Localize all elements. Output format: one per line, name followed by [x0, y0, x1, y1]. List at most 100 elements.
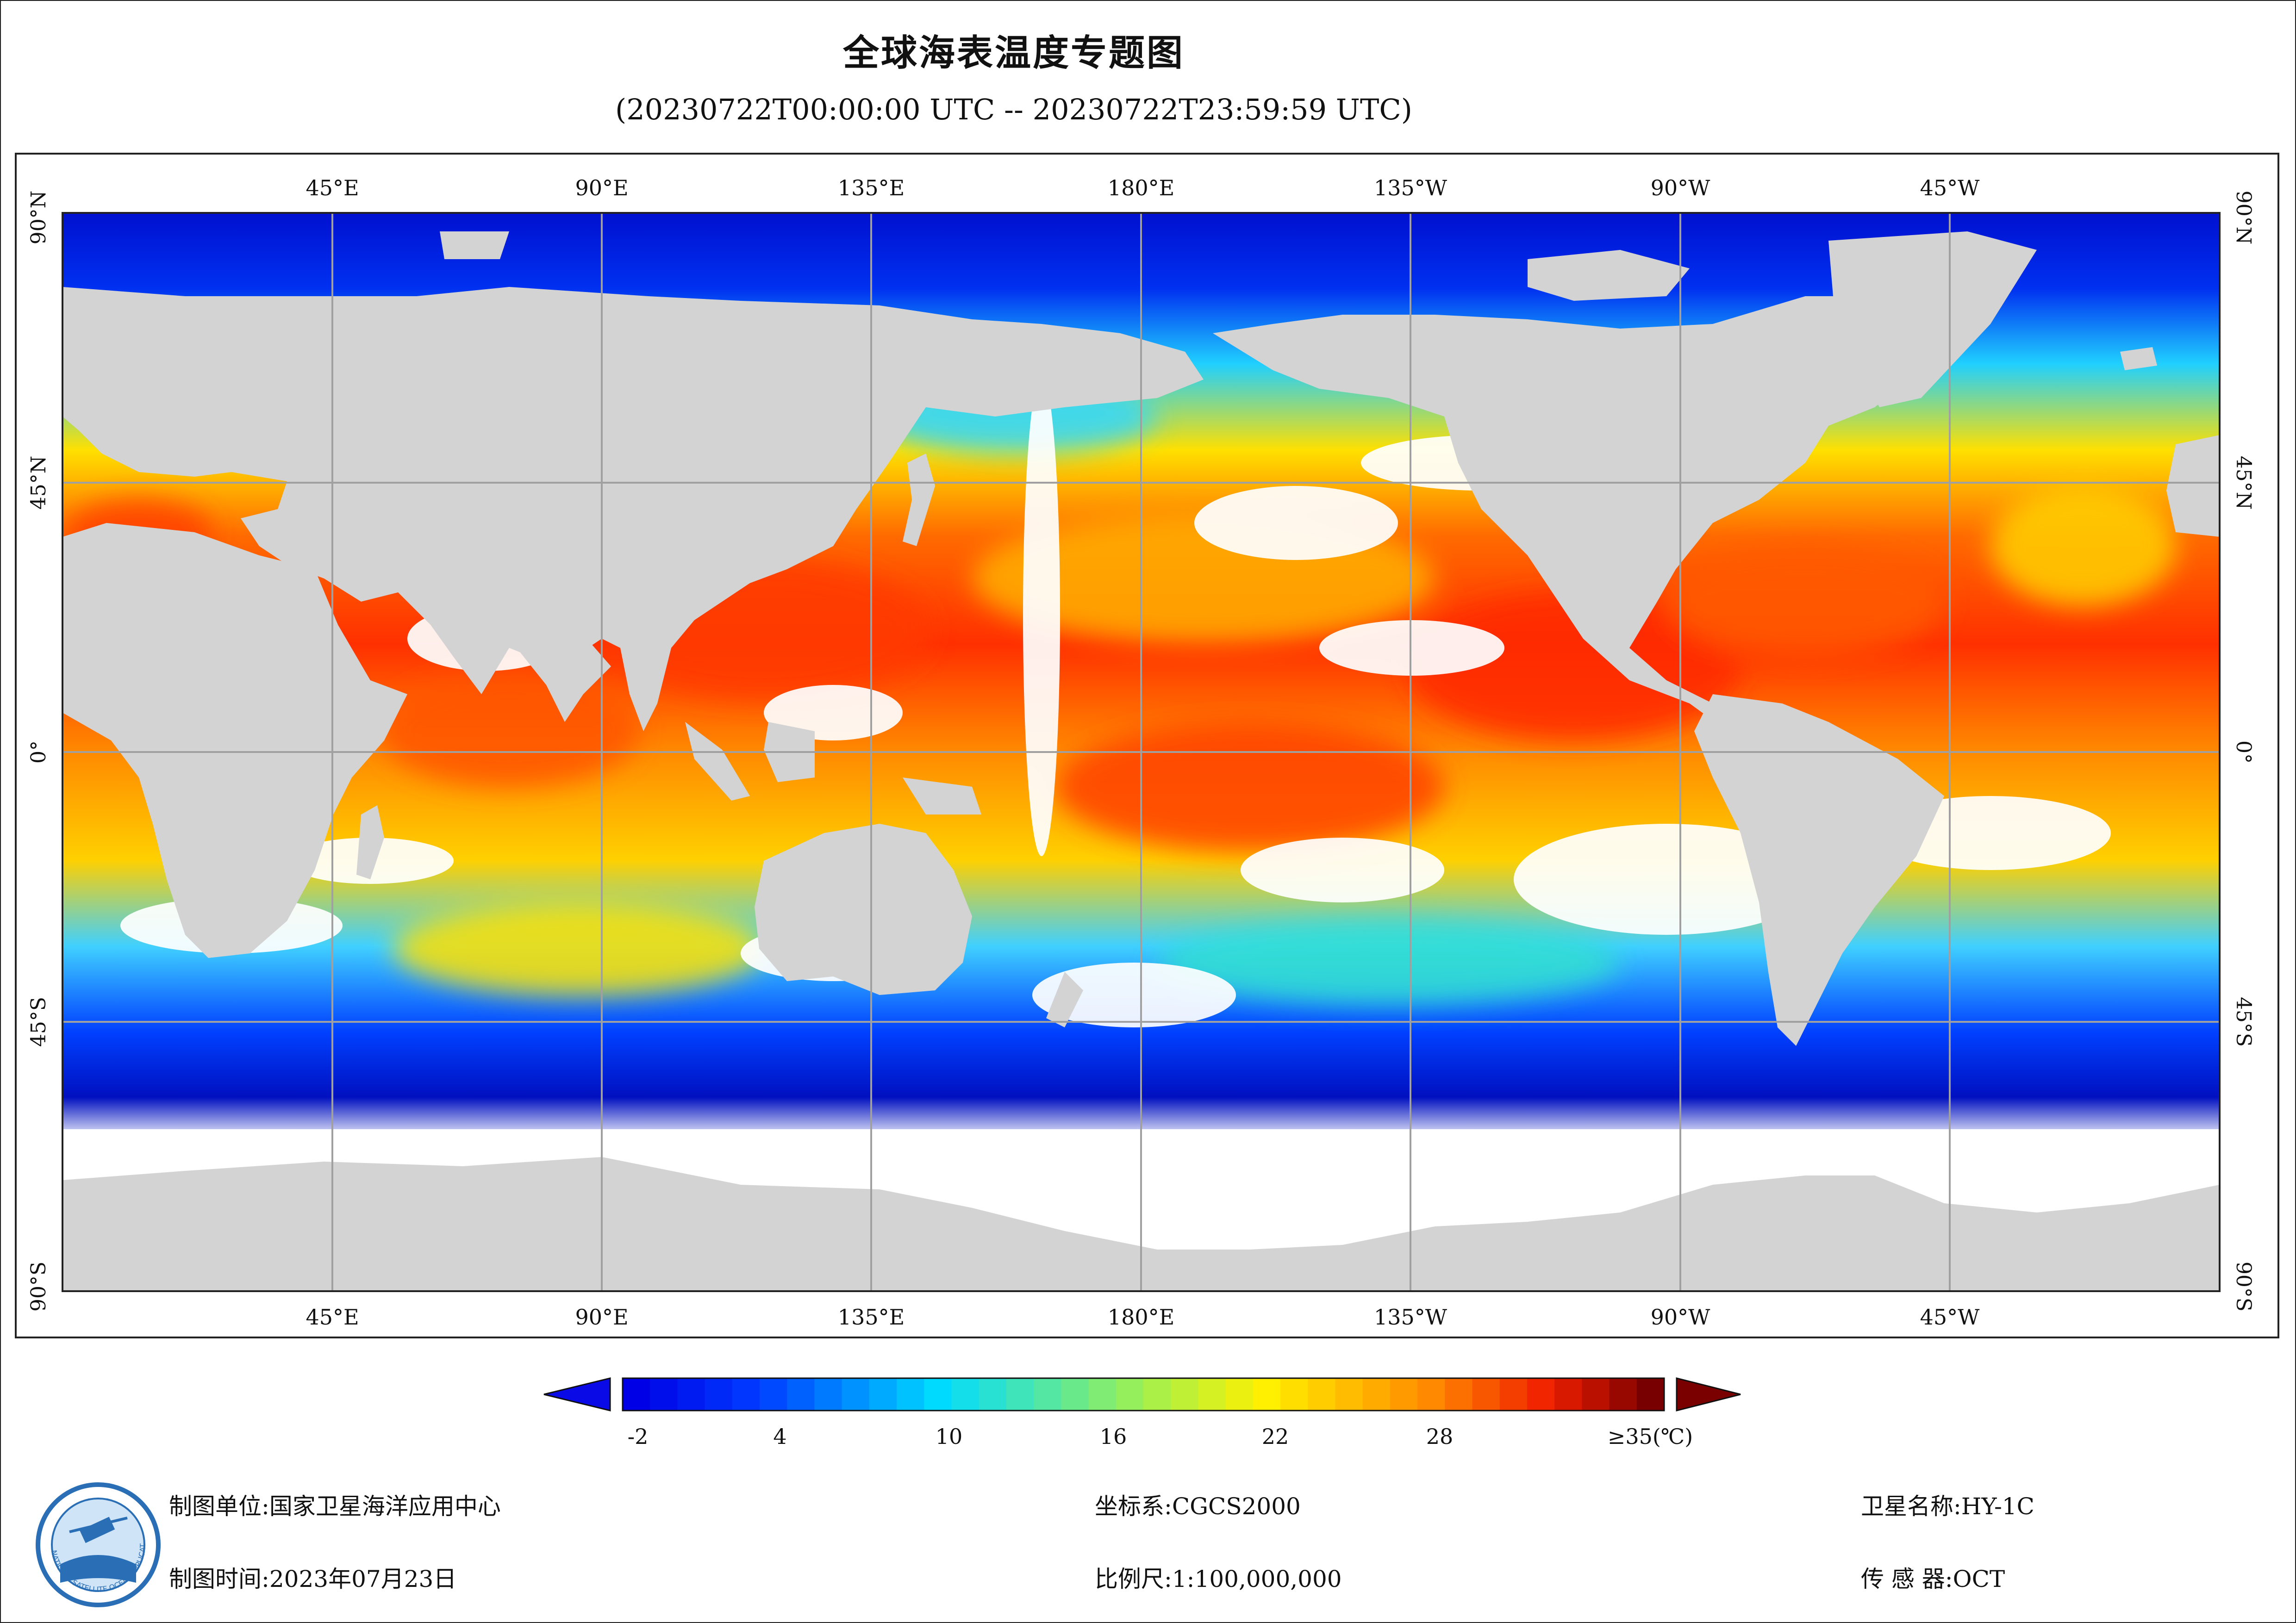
top-lon-label: 135°W — [1374, 175, 1447, 200]
colorbar-segment — [814, 1378, 842, 1411]
europe-east — [2166, 435, 2220, 537]
top-lon-label: 90°W — [1651, 175, 1711, 200]
colorbar-segments — [623, 1378, 1665, 1411]
colorbar-segment — [1499, 1378, 1528, 1411]
colorbar-segment — [1554, 1378, 1583, 1411]
colorbar-tick-label: 22 — [1262, 1424, 1289, 1449]
graticule — [62, 213, 2220, 1291]
colorbar-tick-label: ≥35(℃) — [1608, 1424, 1693, 1449]
date-info: 制图时间:2023年07月23日 — [169, 1561, 456, 1594]
north-america — [1213, 296, 1944, 740]
colorbar-segment — [677, 1378, 705, 1411]
colorbar-segment — [1417, 1378, 1446, 1411]
bottom-lon-label: 135°E — [838, 1305, 905, 1330]
bottom-lon-label: 135°W — [1374, 1305, 1447, 1330]
left-latitude-labels: 90°N 45°N 0° 45°S 90°S — [27, 191, 50, 1312]
top-lon-label: 90°E — [575, 175, 628, 200]
greenland — [1828, 231, 2037, 407]
iceland — [2120, 347, 2157, 370]
map-frame — [15, 153, 2279, 1338]
date-label: 制图时间: — [169, 1566, 269, 1592]
colorbar-ticks: -2 4 10 16 22 28 ≥35(℃) — [628, 1424, 1693, 1449]
colorbar-segment — [1280, 1378, 1309, 1411]
india — [509, 629, 611, 722]
colorbar-segment — [1061, 1378, 1089, 1411]
bottom-lon-label: 90°W — [1651, 1305, 1711, 1330]
producer-label: 制图单位: — [169, 1493, 269, 1520]
colorbar-segment — [1143, 1378, 1172, 1411]
crs-value: CGCS2000 — [1172, 1493, 1301, 1520]
bottom-lon-label: 180°E — [1108, 1305, 1174, 1330]
sensor-label: 传 感 器: — [1861, 1566, 1953, 1592]
colorbar-segment — [1034, 1378, 1062, 1411]
colorbar-segment — [1527, 1378, 1555, 1411]
crs-label: 坐标系: — [1095, 1493, 1172, 1520]
right-lat-label: 90°S — [2232, 1262, 2255, 1312]
colorbar-segment — [1445, 1378, 1473, 1411]
svalbard — [440, 231, 509, 259]
colorbar-tick-label: 4 — [773, 1424, 786, 1449]
bottom-lon-label: 45°W — [1920, 1305, 1980, 1330]
colorbar: -2 4 10 16 22 28 ≥35(℃) — [543, 1377, 1741, 1449]
scale-info: 比例尺:1:100,000,000 — [1095, 1561, 1342, 1594]
colorbar-segment — [897, 1378, 925, 1411]
australia — [755, 824, 972, 995]
colorbar-segment — [1088, 1378, 1117, 1411]
colorbar-segment — [951, 1378, 980, 1411]
colorbar-min-arrow — [543, 1377, 611, 1412]
colorbar-segment — [1390, 1378, 1418, 1411]
map-axes-box — [62, 212, 2221, 1292]
right-lat-label: 90°N — [2232, 191, 2255, 245]
colorbar-outline — [622, 1377, 1665, 1412]
colorbar-segment — [1582, 1378, 1610, 1411]
bottom-lon-label: 45°E — [306, 1305, 359, 1330]
satellite-label: 卫星名称: — [1861, 1493, 1961, 1520]
map-subtitle: (20230722T00:00:00 UTC -- 20230722T23:59… — [615, 93, 1412, 126]
scale-value: 1:100,000,000 — [1172, 1566, 1342, 1592]
colorbar-tick-label: 28 — [1426, 1424, 1454, 1449]
japan — [903, 454, 935, 546]
colorbar-segment — [1609, 1378, 1637, 1411]
left-lat-label: 0° — [27, 740, 50, 764]
producer-info: 制图单位:国家卫星海洋应用中心 — [169, 1488, 501, 1521]
colorbar-segment — [1116, 1378, 1144, 1411]
map-title: 全球海表温度专题图 — [842, 32, 1185, 74]
bottom-lon-label: 90°E — [575, 1305, 628, 1330]
top-lon-label: 180°E — [1108, 175, 1174, 200]
colorbar-max-arrow — [1676, 1377, 1741, 1412]
colorbar-segment — [1225, 1378, 1254, 1411]
sumatra — [685, 722, 750, 801]
satellite-value: HY-1C — [1961, 1493, 2034, 1520]
colorbar-segment — [1253, 1378, 1281, 1411]
new-guinea — [903, 777, 981, 815]
left-lat-label: 90°N — [27, 191, 50, 245]
top-lon-label: 135°E — [838, 175, 905, 200]
producer-value: 国家卫星海洋应用中心 — [269, 1493, 501, 1520]
right-lat-label: 45°N — [2232, 456, 2255, 510]
colorbar-segment — [1006, 1378, 1035, 1411]
right-lat-label: 0° — [2232, 740, 2255, 764]
bottom-longitude-labels: 45°E 90°E 135°E 180°E 135°W 90°W 45°W — [306, 1305, 1980, 1330]
sensor-info: 传 感 器:OCT — [1861, 1561, 2005, 1594]
colorbar-segment — [1636, 1378, 1665, 1411]
colorbar-segment — [869, 1378, 898, 1411]
colorbar-segment — [1171, 1378, 1199, 1411]
crs-info: 坐标系:CGCS2000 — [1095, 1488, 1301, 1521]
africa — [62, 523, 407, 958]
top-longitude-labels: 45°E 90°E 135°E 180°E 135°W 90°W 45°W — [306, 175, 1980, 200]
colorbar-segment — [650, 1378, 678, 1411]
top-lon-label: 45°E — [306, 175, 359, 200]
satellite-info: 卫星名称:HY-1C — [1861, 1488, 2034, 1521]
colorbar-segment — [924, 1378, 952, 1411]
right-lat-label: 45°S — [2232, 997, 2255, 1047]
left-lat-label: 90°S — [27, 1262, 50, 1312]
date-value: 2023年07月23日 — [269, 1566, 457, 1592]
right-latitude-labels: 90°N 45°N 0° 45°S 90°S — [2232, 191, 2255, 1312]
new-zealand — [1046, 972, 1083, 1027]
left-lat-label: 45°N — [27, 456, 50, 510]
colorbar-tick-label: 16 — [1100, 1424, 1127, 1449]
colorbar-segment — [732, 1378, 761, 1411]
eurasia — [62, 287, 1204, 731]
